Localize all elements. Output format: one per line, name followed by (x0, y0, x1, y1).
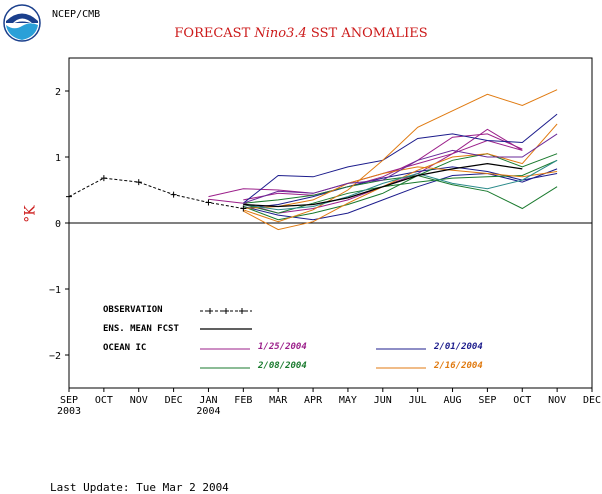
forecast-member-line (243, 168, 558, 221)
forecast-member-line (243, 89, 558, 223)
noaa-logo (3, 4, 41, 42)
x-tick-label: MAY (339, 395, 357, 406)
x-tick-label: DEC (583, 395, 601, 406)
legend-ocean-ic-label: OCEAN IC (103, 343, 146, 353)
x-tick-label: APR (304, 395, 323, 406)
x-year-label: 2003 (57, 406, 81, 417)
x-tick-label: OCT (513, 395, 531, 406)
observation-marker (66, 193, 72, 200)
x-tick-label: JUL (409, 395, 427, 406)
observation-marker (100, 175, 107, 182)
forecast-member-line (208, 128, 523, 214)
x-tick-label: NOV (548, 395, 566, 406)
chart-title: FORECAST Nino3.4 SST ANOMALIES (0, 26, 602, 41)
legend-ensemble-label: ENS. MEAN FCST (103, 324, 179, 334)
observation-line (68, 177, 244, 209)
legend-observation-marker (207, 308, 213, 314)
x-tick-label: NOV (130, 395, 148, 406)
x-tick-label: MAR (269, 395, 288, 406)
y-tick-label: 2 (55, 87, 61, 98)
last-update-footer: Last Update: Tue Mar 2 2004 (50, 481, 229, 494)
observation-marker (205, 199, 212, 206)
forecast-member-line (243, 133, 523, 201)
ensemble-mean-line (243, 162, 523, 208)
legend-ic-label: 2/01/2004 (433, 342, 483, 352)
forecast-member-line (243, 159, 558, 211)
legend-ic-label: 2/16/2004 (433, 361, 483, 371)
x-tick-label: FEB (234, 395, 252, 406)
x-tick-label: AUG (444, 395, 462, 406)
legend-observation-marker (239, 308, 245, 314)
x-tick-label: OCT (95, 395, 113, 406)
x-tick-label: JUN (374, 395, 392, 406)
observation-marker (135, 179, 142, 186)
forecast-member-line (243, 133, 558, 204)
agency-label: NCEP/CMB (52, 9, 101, 20)
y-tick-label: −2 (49, 351, 61, 362)
x-year-label: 2004 (196, 406, 220, 417)
x-tick-label: DEC (165, 395, 183, 406)
y-tick-label: 0 (55, 219, 61, 230)
title-part2: Nino3.4 (254, 26, 307, 41)
legend-observation-marker (223, 308, 229, 314)
observation-marker (170, 191, 177, 198)
observation-marker (240, 205, 247, 212)
legend-ic-label: 2/08/2004 (257, 361, 307, 371)
y-tick-label: 1 (55, 153, 61, 164)
x-tick-label: SEP (478, 395, 496, 406)
y-tick-label: −1 (49, 285, 61, 296)
title-part1: FORECAST (174, 26, 255, 41)
legend-ic-label: 1/25/2004 (258, 342, 307, 352)
legend-observation-label: OBSERVATION (103, 305, 163, 315)
x-tick-label: JAN (199, 395, 217, 406)
forecast-member-line (208, 139, 523, 198)
forecast-member-line (243, 174, 558, 210)
forecast-member-line (242, 113, 558, 204)
title-part3: SST ANOMALIES (306, 26, 428, 41)
x-tick-label: SEP (60, 395, 78, 406)
